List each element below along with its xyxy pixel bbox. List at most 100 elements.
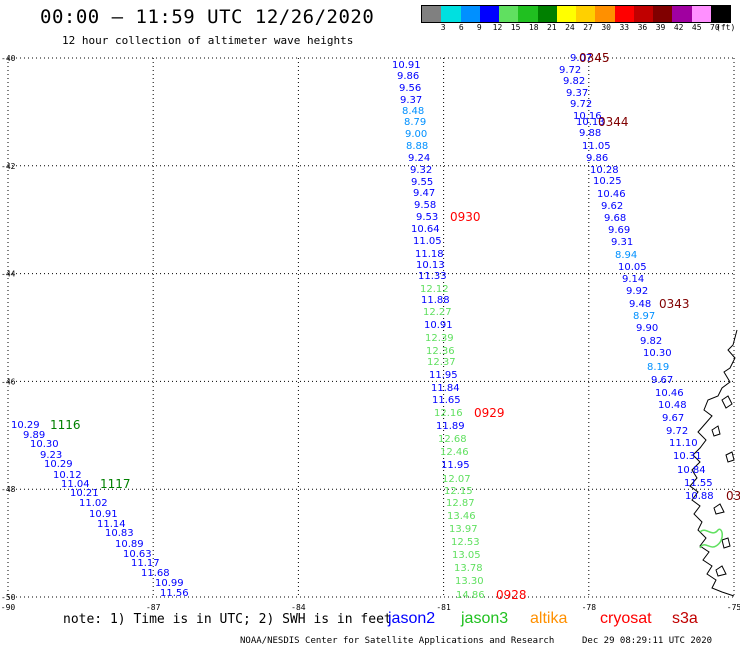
wave-height-value: 11.10: [669, 438, 698, 449]
wave-height-value: 10.05: [618, 262, 647, 273]
wave-height-value: 9.37: [566, 88, 588, 99]
wave-height-value: 10.30: [643, 348, 672, 359]
wave-height-value: 10.88: [685, 491, 714, 502]
wave-height-value: 9.67: [662, 413, 684, 424]
mission-cryosat: cryosat: [600, 610, 652, 627]
wave-height-value: 12.12: [420, 284, 449, 295]
mission-s3a: s3a: [672, 610, 698, 627]
generated-timestamp: Dec 29 08:29:11 UTC 2020: [582, 636, 713, 646]
wave-height-value: 8.88: [406, 141, 428, 152]
wave-height-value: 8.94: [615, 250, 637, 261]
wave-height-value: 11.17: [131, 558, 160, 569]
wave-height-value: 12.53: [451, 537, 480, 548]
scale-swatch: [479, 6, 499, 22]
wave-height-value: 13.78: [454, 563, 483, 574]
footer-note: note: 1) Time is in UTC; 2) SWH is in fe…: [63, 612, 392, 627]
wave-height-value: 12.16: [434, 408, 463, 419]
lon-tick-label: -81: [436, 603, 451, 612]
wave-height-value: 12.27: [423, 307, 452, 318]
wave-height-value: 13.05: [452, 550, 481, 561]
wave-height-value: 10.63: [123, 549, 152, 560]
wave-height-value: 10.46: [655, 388, 684, 399]
pass-time-label: 1117: [100, 477, 131, 491]
scale-tick-label: 6: [458, 23, 464, 32]
island-outline: [721, 537, 731, 549]
wave-height-value: 9.37: [400, 95, 422, 106]
wave-height-value: 14.86: [456, 590, 485, 601]
mission-jason3: jason3: [461, 610, 509, 627]
wave-height-value: 10.30: [30, 439, 59, 450]
wave-height-value: 10.13: [416, 260, 445, 271]
wave-height-value: 13.46: [447, 511, 476, 522]
wave-height-value: 8.19: [647, 362, 669, 373]
scale-tick-label: 12: [492, 23, 503, 32]
scale-tick-label: 27: [583, 23, 593, 32]
wave-height-value: 9.86: [397, 71, 419, 82]
wave-height-value: 10.28: [590, 165, 619, 176]
wave-height-value: 9.14: [622, 274, 644, 285]
wave-height-value: 10.91: [424, 320, 453, 331]
lon-tick-label: -84: [291, 603, 306, 612]
scale-swatch: [653, 6, 673, 22]
scale-tick-label: 3: [440, 23, 446, 32]
wave-height-value: 11.04: [61, 479, 90, 490]
wave-height-value: 12.87: [446, 498, 475, 509]
pass-time-label: 0345: [579, 51, 610, 65]
wave-height-value: 12.07: [442, 474, 471, 485]
wave-height-value: 10.29: [11, 420, 40, 431]
color-scale-unit: (ft): [716, 23, 736, 32]
wave-height-value: 11.56: [160, 588, 189, 599]
lat-tick-label: -40: [1, 54, 16, 63]
wave-height-value: 11.55: [684, 478, 713, 489]
wave-height-value: 9.53: [416, 212, 438, 223]
wave-height-value: 10.46: [597, 189, 626, 200]
lat-tick-label: -46: [1, 377, 16, 386]
island-outline: [711, 425, 721, 437]
lon-tick-label: -87: [146, 603, 161, 612]
wave-height-value: 11.65: [432, 395, 461, 406]
scale-swatch: [614, 6, 634, 22]
wave-height-value: 9.90: [636, 323, 658, 334]
wave-height-value: 11.95: [429, 370, 458, 381]
wave-height-value: 10.21: [70, 488, 99, 499]
lon-tick-label: -78: [582, 603, 597, 612]
wave-height-value: 9.47: [413, 188, 435, 199]
scale-tick-label: 18: [528, 23, 539, 32]
wave-height-value: 8.79: [404, 117, 426, 128]
wave-height-value: 10.91: [392, 60, 421, 71]
wave-height-value: 8.97: [633, 311, 655, 322]
wave-height-value: 9.72: [570, 99, 592, 110]
wave-height-value: 9.68: [604, 213, 626, 224]
wave-height-value: 11.02: [79, 498, 108, 509]
wave-height-value: 11.68: [141, 568, 170, 579]
scale-swatch: [633, 6, 653, 22]
wave-height-value: 10.64: [411, 224, 440, 235]
wave-height-value: 10.29: [44, 459, 73, 470]
wave-height-value: 9.72: [559, 65, 581, 76]
time-label-0343: 0343: [659, 297, 690, 311]
scale-swatch: [499, 6, 519, 22]
wave-height-value: 12.37: [427, 357, 456, 368]
scale-swatch: [537, 6, 557, 22]
wave-height-value: 12.68: [438, 434, 467, 445]
wave-height-value: 11.33: [418, 271, 447, 282]
lat-tick-label: -48: [1, 485, 16, 494]
scale-tick-label: 42: [673, 23, 684, 32]
time-label-0928: 0928: [496, 588, 527, 602]
wave-height-value: 13.97: [449, 524, 478, 535]
island-outline: [713, 503, 725, 515]
mission-jason2: jason2: [388, 610, 436, 627]
scale-swatch: [595, 6, 615, 22]
wave-height-value: 10.13: [576, 117, 605, 128]
wave-height-value: 9.86: [586, 153, 608, 164]
wave-height-value: 10.91: [89, 509, 118, 520]
scale-swatch: [518, 6, 538, 22]
wave-height-value: 10.99: [155, 578, 184, 589]
island-outline: [715, 565, 727, 577]
scale-tick-label: 21: [546, 23, 557, 32]
lat-tick-label: -44: [1, 270, 16, 279]
wave-height-value: 9.67: [651, 375, 673, 386]
wave-height-value: 12.36: [426, 346, 455, 357]
wave-height-value: 13.30: [455, 576, 484, 587]
credit-line: NOAA/NESDIS Center for Satellite Applica…: [240, 636, 555, 646]
